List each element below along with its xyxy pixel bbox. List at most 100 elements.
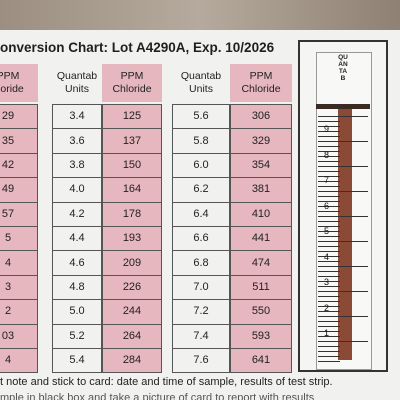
scale-tick: [318, 251, 340, 252]
column-header: PPM Chloride: [102, 64, 162, 102]
table-cell: 4.0: [52, 177, 102, 203]
table-cell: 264: [102, 323, 162, 349]
table-cell: 329: [230, 128, 292, 154]
scale-tick: [318, 196, 340, 197]
scale-tick: [318, 326, 340, 327]
scale-tick: [318, 276, 340, 277]
scale-tick: [318, 301, 340, 302]
scale-tick: [318, 346, 340, 347]
title: onversion Chart: Lot A4290A, Exp. 10/202…: [0, 40, 275, 55]
table-cell: 6.0: [172, 152, 230, 179]
scale-label: 2: [324, 302, 330, 313]
scale-tick: [318, 321, 340, 322]
table-cell: 226: [102, 274, 162, 301]
scale-label: 4: [324, 251, 330, 262]
column-header: PPM Chloride: [230, 64, 292, 102]
scale-tick: [318, 206, 340, 207]
table-cell: 6.8: [172, 250, 230, 276]
scale-tick: [318, 231, 340, 232]
table-cell: 7.0: [172, 274, 230, 301]
table-cell: 474: [230, 250, 292, 276]
table-cell: 57: [0, 201, 38, 227]
table-cell: 6.6: [172, 226, 230, 252]
table-cell: 641: [230, 348, 292, 374]
table-cell: 137: [102, 128, 162, 154]
table-cell: 4.8: [52, 274, 102, 301]
table-cell: 593: [230, 323, 292, 349]
scale-tick: [318, 271, 340, 272]
scale-tick: [318, 261, 340, 262]
table-cell: 178: [102, 201, 162, 227]
table-cell: 7.6: [172, 348, 230, 374]
table-cell: 2: [0, 299, 38, 325]
scale-tick: [318, 356, 340, 357]
table-cell: 29: [0, 104, 38, 130]
background: [0, 0, 400, 34]
scale-tick: [318, 176, 340, 177]
table-cell: 164: [102, 177, 162, 203]
table-cell: 3: [0, 274, 38, 301]
scale-tick: [318, 146, 340, 147]
scale-tick: [318, 316, 368, 317]
table-cell: 193: [102, 226, 162, 252]
scale-tick: [318, 126, 340, 127]
table-cell: 4.6: [52, 250, 102, 276]
scale-tick: [318, 171, 340, 172]
strip-brand: QUANTAB: [338, 54, 348, 82]
column-header: Quantab Units: [56, 70, 98, 95]
table-cell: 5.8: [172, 128, 230, 154]
scale-tick: [318, 281, 340, 282]
table-cell: 6.2: [172, 177, 230, 203]
scale-tick: [318, 161, 340, 162]
scale-tick: [318, 131, 340, 132]
scale-tick: [318, 341, 368, 342]
strip-band: [316, 104, 370, 109]
scale-tick: [318, 266, 368, 267]
table-cell: 4.2: [52, 201, 102, 227]
scale-tick: [318, 166, 368, 167]
scale-tick: [318, 156, 340, 157]
table-cell: 284: [102, 348, 162, 374]
column-header: Quantab Units: [180, 70, 222, 95]
quantab-strip: QUANTAB 9 8 7 6 5 4 3 2 1: [298, 40, 388, 372]
table-cell: 5.2: [52, 323, 102, 349]
scale-tick: [318, 286, 340, 287]
table-cell: 5.6: [172, 104, 230, 130]
table-cell: 209: [102, 250, 162, 276]
table-cell: 5: [0, 226, 38, 252]
table-cell: 410: [230, 201, 292, 227]
scale-tick: [318, 351, 340, 352]
footer-line: t note and stick to card: date and time …: [0, 376, 333, 388]
scale-tick: [318, 331, 340, 332]
table-cell: 4: [0, 250, 38, 276]
scale-tick: [318, 226, 340, 227]
scale-label: 6: [324, 200, 330, 211]
scale-tick: [318, 216, 368, 217]
table-cell: 5.4: [52, 348, 102, 374]
scale-tick: [318, 191, 368, 192]
scale-tick: [318, 211, 340, 212]
table-cell: 3.8: [52, 152, 102, 179]
table-cell: 5.0: [52, 299, 102, 325]
table-cell: 511: [230, 274, 292, 301]
scale-tick: [318, 246, 340, 247]
scale-tick: [318, 121, 340, 122]
scale-tick: [318, 336, 340, 337]
scale-label: 3: [324, 277, 330, 287]
table-cell: 306: [230, 104, 292, 130]
table-cell: 150: [102, 152, 162, 179]
scale-tick: [318, 296, 340, 297]
scale-tick: [318, 141, 368, 142]
scale-tick: [318, 361, 340, 362]
footer-line: mple in black box and take a picture of …: [0, 392, 315, 400]
table-cell: 6.4: [172, 201, 230, 227]
scale-tick: [318, 186, 340, 187]
scale-label: 9: [324, 124, 330, 134]
scale-tick: [318, 201, 340, 202]
scale-tick: [318, 311, 340, 312]
table-cell: 42: [0, 152, 38, 179]
scale-label: 7: [324, 175, 330, 185]
scale-tick: [318, 181, 340, 182]
scale-label: 1: [324, 328, 330, 338]
